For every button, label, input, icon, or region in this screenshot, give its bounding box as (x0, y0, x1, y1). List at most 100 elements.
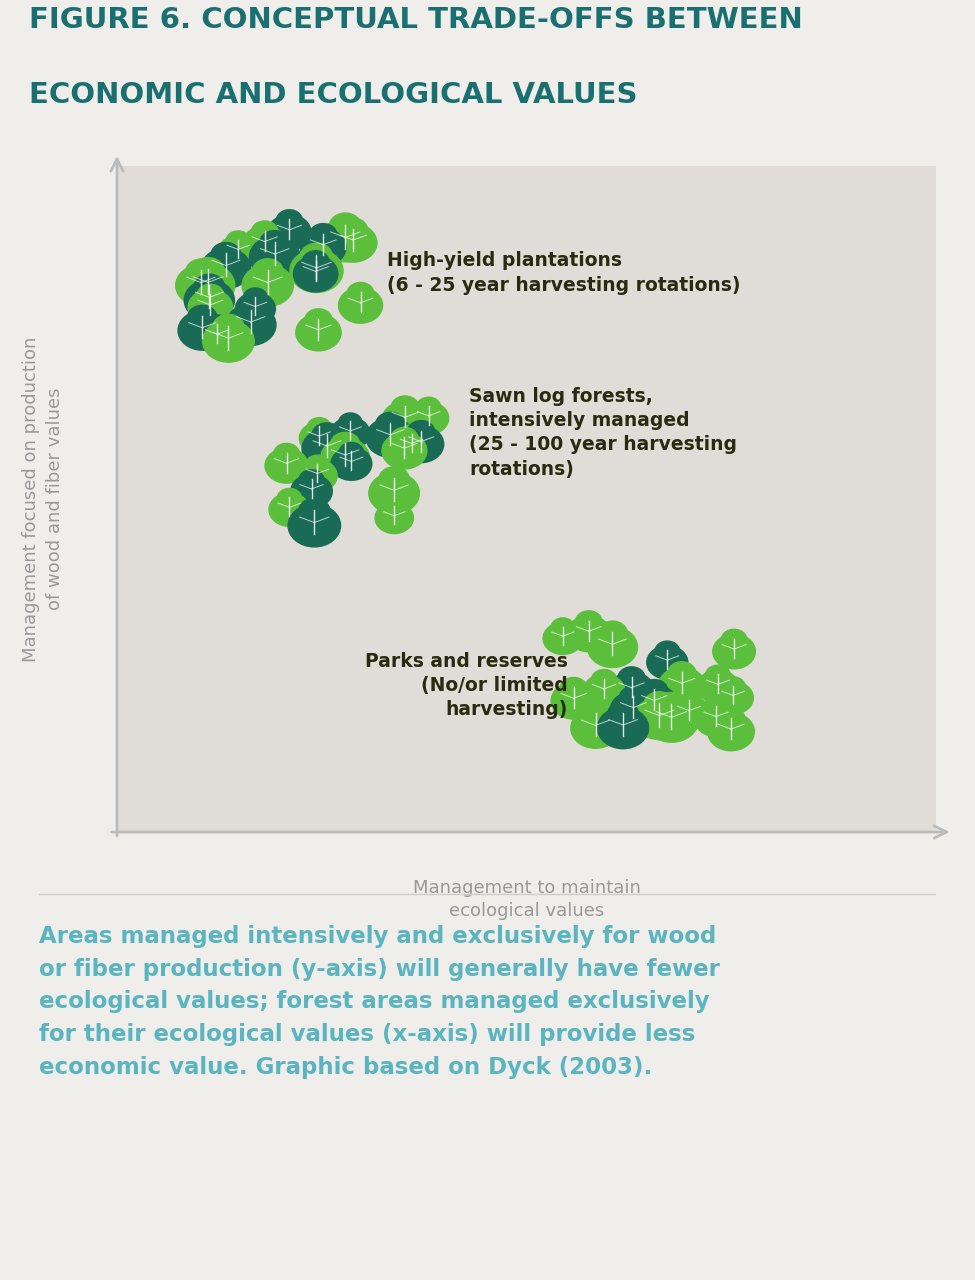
Circle shape (307, 417, 332, 436)
Circle shape (291, 475, 332, 508)
Circle shape (632, 685, 677, 721)
Circle shape (213, 315, 244, 339)
Circle shape (560, 677, 587, 699)
Circle shape (250, 237, 300, 278)
Circle shape (618, 667, 645, 689)
Circle shape (225, 305, 276, 346)
Circle shape (330, 212, 361, 239)
Circle shape (641, 680, 668, 701)
Circle shape (543, 622, 582, 654)
Circle shape (610, 691, 656, 728)
Circle shape (598, 621, 628, 645)
Circle shape (203, 320, 254, 362)
Circle shape (551, 618, 574, 637)
Circle shape (581, 703, 610, 727)
Circle shape (644, 699, 698, 742)
Text: Sawn log forests,
intensively managed
(25 - 100 year harvesting
rotations): Sawn log forests, intensively managed (2… (469, 387, 737, 479)
Circle shape (194, 274, 224, 298)
Circle shape (697, 669, 739, 704)
Circle shape (288, 504, 340, 547)
Circle shape (309, 224, 337, 246)
Circle shape (242, 265, 293, 306)
Circle shape (184, 280, 234, 320)
Circle shape (299, 422, 339, 454)
Circle shape (592, 669, 616, 690)
Circle shape (330, 224, 377, 262)
Text: ECONOMIC AND ECOLOGICAL VALUES: ECONOMIC AND ECOLOGICAL VALUES (29, 81, 638, 109)
Circle shape (375, 502, 413, 534)
Circle shape (186, 259, 216, 284)
Circle shape (268, 215, 311, 250)
Circle shape (300, 229, 346, 266)
Circle shape (706, 666, 730, 685)
Circle shape (575, 611, 602, 632)
Circle shape (609, 672, 654, 708)
Circle shape (382, 401, 428, 439)
Circle shape (669, 696, 710, 730)
Circle shape (338, 288, 382, 324)
Circle shape (339, 218, 368, 242)
Circle shape (677, 691, 702, 712)
Circle shape (276, 210, 302, 230)
Circle shape (646, 646, 687, 680)
Circle shape (269, 493, 310, 526)
Circle shape (295, 314, 341, 351)
Circle shape (722, 630, 747, 650)
Circle shape (391, 428, 418, 449)
Circle shape (408, 421, 435, 443)
Circle shape (201, 248, 251, 288)
Circle shape (302, 429, 352, 470)
Circle shape (391, 396, 419, 419)
Circle shape (192, 257, 224, 284)
Circle shape (244, 288, 267, 307)
Circle shape (668, 662, 696, 685)
Circle shape (383, 498, 406, 517)
Circle shape (607, 701, 639, 726)
Circle shape (319, 219, 371, 262)
Circle shape (382, 433, 427, 468)
Circle shape (297, 460, 337, 492)
Circle shape (551, 682, 596, 719)
Circle shape (400, 425, 423, 444)
Circle shape (277, 489, 301, 508)
Circle shape (713, 634, 756, 668)
Circle shape (366, 417, 414, 457)
Circle shape (416, 397, 441, 417)
Circle shape (655, 692, 687, 718)
Text: Parks and reserves
(No/or limited
harvesting): Parks and reserves (No/or limited harves… (365, 652, 567, 719)
Circle shape (331, 417, 370, 449)
Circle shape (375, 412, 405, 436)
Circle shape (369, 472, 419, 513)
Circle shape (218, 236, 258, 268)
Circle shape (391, 430, 432, 462)
Circle shape (708, 713, 755, 751)
Circle shape (722, 677, 745, 696)
Circle shape (299, 470, 324, 490)
Circle shape (196, 320, 238, 353)
Circle shape (298, 498, 331, 524)
Circle shape (188, 289, 233, 325)
Circle shape (259, 230, 290, 255)
Circle shape (265, 448, 308, 483)
Circle shape (655, 641, 680, 660)
Circle shape (300, 243, 332, 269)
Circle shape (399, 426, 444, 462)
Circle shape (205, 315, 230, 335)
Circle shape (694, 701, 738, 736)
Circle shape (717, 708, 745, 731)
Circle shape (570, 708, 620, 749)
Circle shape (312, 422, 342, 447)
Circle shape (178, 311, 226, 351)
Circle shape (274, 443, 299, 465)
Circle shape (332, 447, 371, 480)
Circle shape (338, 413, 362, 431)
Circle shape (619, 686, 647, 709)
Text: High-yield plantations
(6 - 25 year harvesting rotations): High-yield plantations (6 - 25 year harv… (387, 251, 741, 294)
Circle shape (305, 308, 332, 332)
Circle shape (379, 467, 410, 492)
Text: FIGURE 6. CONCEPTUAL TRADE-OFFS BETWEEN: FIGURE 6. CONCEPTUAL TRADE-OFFS BETWEEN (29, 6, 803, 35)
Circle shape (211, 242, 241, 266)
Circle shape (703, 696, 729, 718)
Text: Management to maintain
ecological values: Management to maintain ecological values (412, 878, 641, 920)
Circle shape (226, 230, 251, 251)
